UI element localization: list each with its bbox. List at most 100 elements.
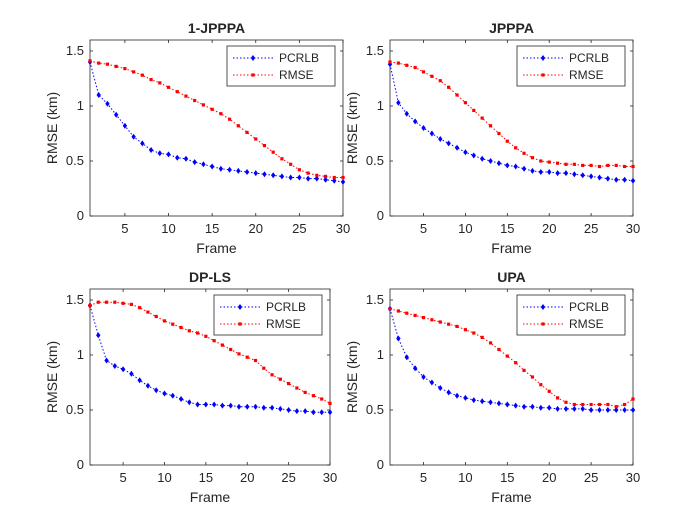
x-tick-label: 25 bbox=[584, 470, 598, 485]
data-point bbox=[521, 165, 527, 172]
data-point bbox=[245, 355, 249, 359]
legend: PCRLB RMSE bbox=[226, 45, 336, 87]
data-point bbox=[606, 163, 610, 167]
data-point bbox=[430, 318, 434, 322]
data-point bbox=[211, 401, 217, 408]
legend-marker bbox=[250, 55, 256, 61]
x-tick-label: 15 bbox=[500, 221, 514, 236]
data-point bbox=[183, 155, 189, 162]
x-tick-label: 30 bbox=[626, 221, 640, 236]
data-point bbox=[341, 175, 345, 180]
data-point bbox=[421, 125, 426, 131]
series-rmse bbox=[388, 307, 635, 409]
data-point bbox=[522, 151, 526, 155]
data-point bbox=[187, 399, 192, 406]
legend-label: PCRLB bbox=[569, 51, 609, 65]
y-tick-label: 1 bbox=[77, 347, 84, 362]
data-point bbox=[572, 171, 577, 178]
data-point bbox=[463, 101, 468, 105]
data-point bbox=[472, 331, 476, 335]
data-point bbox=[429, 130, 435, 137]
data-point bbox=[447, 322, 451, 326]
data-point bbox=[104, 357, 109, 364]
data-point bbox=[480, 116, 484, 120]
data-point bbox=[539, 159, 543, 163]
data-point bbox=[220, 402, 225, 409]
data-point bbox=[396, 99, 401, 106]
data-point bbox=[396, 309, 400, 313]
chart-panel-3: 5 10 15 20 25 30 0 0.5 1 1.5 DP-LS Frame RMSE (km) PC… bbox=[44, 269, 337, 505]
data-point bbox=[614, 407, 619, 413]
data-point bbox=[623, 402, 627, 407]
data-point bbox=[278, 405, 283, 412]
data-point bbox=[405, 311, 409, 315]
data-point bbox=[166, 151, 171, 158]
data-point bbox=[105, 100, 110, 107]
legend-marker bbox=[238, 322, 242, 326]
data-point bbox=[88, 303, 92, 308]
data-point bbox=[505, 139, 509, 143]
chart-title: 1-JPPPA bbox=[188, 20, 245, 36]
y-tick-label: 1.5 bbox=[366, 292, 384, 307]
legend: PCRLB RMSE bbox=[516, 294, 626, 336]
data-point bbox=[175, 154, 180, 161]
data-point bbox=[271, 150, 275, 154]
y-tick-label: 1.5 bbox=[366, 43, 384, 58]
data-point bbox=[605, 407, 611, 413]
legend-label: RMSE bbox=[569, 317, 604, 331]
data-point bbox=[580, 405, 585, 412]
x-tick-label: 30 bbox=[323, 470, 337, 485]
data-point bbox=[631, 164, 635, 169]
data-point bbox=[547, 160, 551, 164]
y-tick-label: 1 bbox=[77, 98, 84, 113]
series-line bbox=[389, 308, 634, 408]
data-point bbox=[227, 117, 232, 121]
data-point bbox=[287, 382, 291, 386]
data-point bbox=[311, 409, 316, 416]
x-tick-label: 25 bbox=[584, 221, 598, 236]
data-point bbox=[463, 394, 468, 401]
data-point bbox=[170, 392, 175, 399]
data-point bbox=[630, 407, 636, 413]
data-point bbox=[262, 366, 266, 370]
data-point bbox=[306, 171, 310, 175]
data-point bbox=[114, 64, 118, 68]
x-tick-label: 10 bbox=[161, 221, 175, 236]
data-point bbox=[614, 405, 618, 409]
data-point bbox=[236, 167, 241, 174]
x-tick-label: 5 bbox=[420, 470, 427, 485]
legend-box bbox=[226, 45, 336, 87]
x-tick-label: 10 bbox=[157, 470, 171, 485]
data-point bbox=[496, 400, 502, 407]
legend-box bbox=[516, 294, 626, 336]
data-point bbox=[123, 67, 127, 71]
data-point bbox=[315, 173, 319, 177]
y-tick-label: 0 bbox=[377, 208, 384, 223]
x-tick-label: 5 bbox=[420, 221, 427, 236]
data-point bbox=[555, 405, 560, 412]
x-tick-label: 20 bbox=[249, 221, 263, 236]
x-tick-label: 30 bbox=[626, 470, 640, 485]
data-point bbox=[270, 373, 274, 377]
data-point bbox=[488, 158, 493, 164]
y-tick-label: 0.5 bbox=[66, 402, 84, 417]
data-point bbox=[288, 174, 293, 181]
data-point bbox=[547, 169, 552, 175]
data-point bbox=[622, 407, 627, 413]
data-point bbox=[278, 377, 282, 381]
x-tick-label: 5 bbox=[119, 470, 126, 485]
data-point bbox=[96, 300, 100, 304]
data-point bbox=[480, 335, 484, 339]
data-point bbox=[154, 314, 158, 319]
data-point bbox=[413, 65, 417, 70]
chart-title: DP-LS bbox=[189, 269, 231, 285]
data-point bbox=[227, 166, 232, 173]
data-point bbox=[305, 175, 311, 182]
data-point bbox=[162, 390, 167, 397]
data-point bbox=[623, 164, 627, 169]
data-point bbox=[538, 169, 544, 175]
data-point bbox=[454, 392, 460, 399]
series-rmse bbox=[88, 300, 332, 405]
data-point bbox=[244, 169, 250, 175]
legend-marker bbox=[540, 304, 546, 310]
